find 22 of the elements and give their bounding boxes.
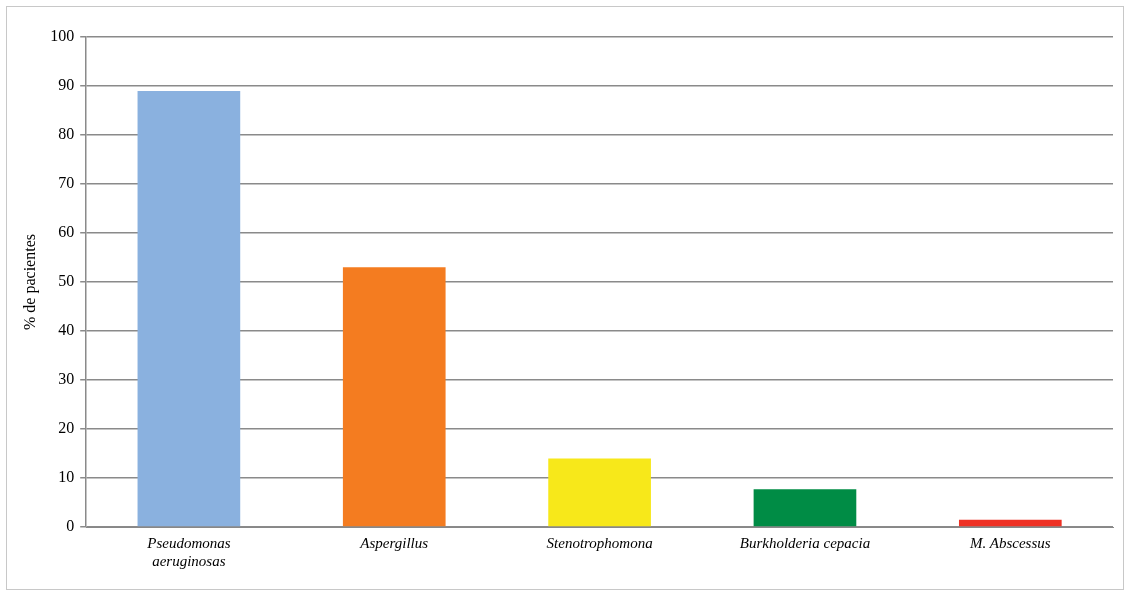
x-tick-label: Pseudomonas aeruginosas xyxy=(146,534,231,569)
y-tick-label: 80 xyxy=(58,125,75,143)
y-tick-label: 30 xyxy=(58,370,75,388)
y-tick-label: 0 xyxy=(66,517,75,535)
bar xyxy=(958,519,1062,527)
y-tick-label: 100 xyxy=(50,27,75,45)
bar xyxy=(753,489,857,527)
bar xyxy=(548,458,651,527)
x-tick-label: M. Abscessus xyxy=(969,534,1051,551)
y-tick-label: 40 xyxy=(58,321,75,339)
x-tick-label: Stenotrophomona xyxy=(546,534,653,551)
y-tick-label: 60 xyxy=(58,223,75,241)
bar xyxy=(137,90,241,527)
y-tick-label: 10 xyxy=(58,468,75,486)
y-tick-label: 20 xyxy=(58,419,75,437)
x-tick-label: Aspergillus xyxy=(359,534,429,551)
y-tick-label: 70 xyxy=(58,174,75,192)
y-tick-label: 50 xyxy=(58,272,75,290)
y-axis-title: % de pacientes xyxy=(20,234,39,330)
bar xyxy=(342,267,446,527)
y-tick-label: 90 xyxy=(58,76,75,94)
x-tick-label: Burkholderia cepacia xyxy=(739,534,871,551)
